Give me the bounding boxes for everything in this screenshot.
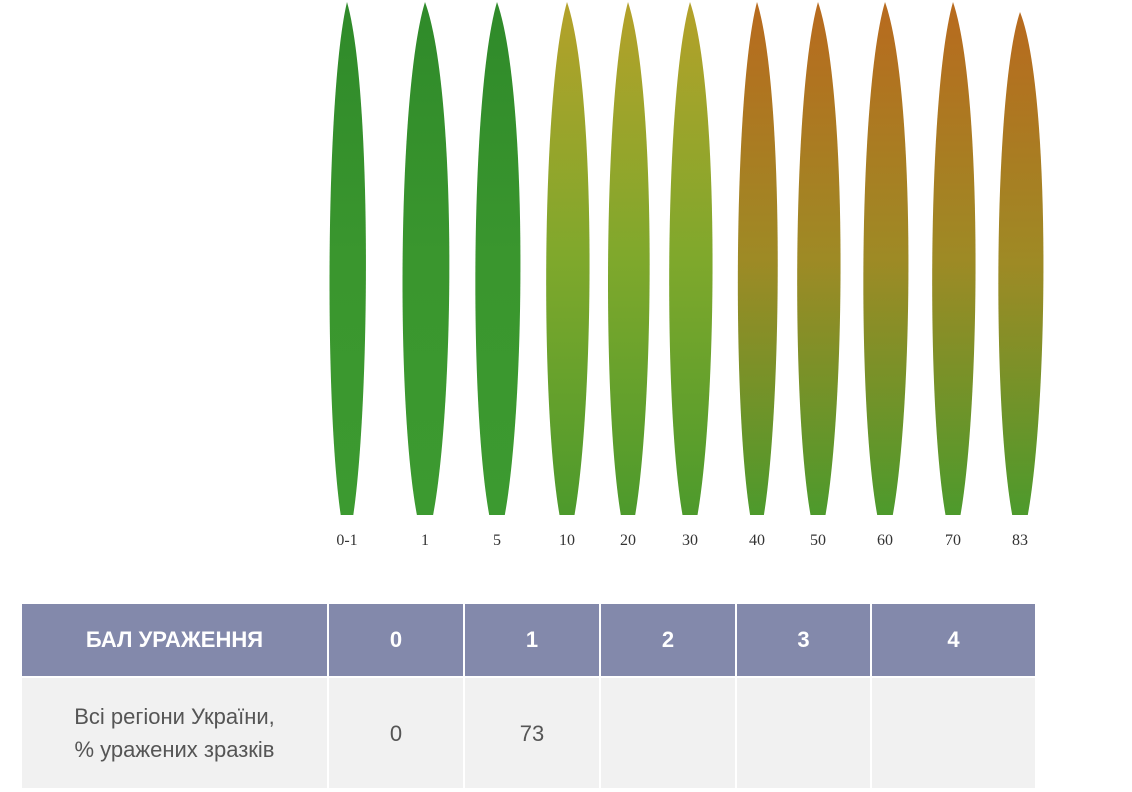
- leaf: [797, 2, 841, 515]
- header-cell: 3: [735, 602, 872, 678]
- leaf-label: 1: [421, 532, 429, 549]
- leaf: [998, 12, 1044, 515]
- table-cell: [870, 676, 1037, 790]
- leaf-label: 5: [493, 532, 501, 549]
- table-cell: 0: [327, 676, 465, 790]
- leaf-label: 40: [749, 532, 765, 549]
- leaf-label: 83: [1012, 532, 1028, 549]
- leaf: [475, 2, 521, 515]
- leaf: [669, 2, 713, 515]
- severity-table: БАЛ УРАЖЕННЯ 0 1 2 3 4 Всі регіони України, %…: [20, 602, 1037, 790]
- header-cell: 4: [870, 602, 1037, 678]
- table-cell: [735, 676, 872, 790]
- leaf-label: 10: [559, 532, 575, 549]
- leaf: [546, 2, 590, 515]
- table-cell: Всі регіони України, % уражених зразків: [20, 676, 329, 790]
- leaf: [402, 2, 450, 515]
- header-cell: 1: [463, 602, 601, 678]
- leaf-label: 0-1: [336, 532, 357, 549]
- header-cell: 0: [327, 602, 465, 678]
- data-row: Всі регіони України, % уражених зразків 0…: [20, 676, 1037, 790]
- leaf-label: 30: [682, 532, 698, 549]
- header-cell: 2: [599, 602, 737, 678]
- leaf-label: 50: [810, 532, 826, 549]
- leaf: [329, 2, 366, 515]
- leaf-label: 70: [945, 532, 961, 549]
- leaf: [863, 2, 909, 515]
- table-cell: [599, 676, 737, 790]
- header-row: БАЛ УРАЖЕННЯ 0 1 2 3 4: [20, 602, 1037, 678]
- header-cell: БАЛ УРАЖЕННЯ: [20, 602, 329, 678]
- leaf-label: 60: [877, 532, 893, 549]
- leaf-figure: 0-1 1 5 10 20 30 40 50 60 70 83: [329, 2, 1044, 549]
- leaf-label: 20: [620, 532, 636, 549]
- table-cell: 73: [463, 676, 601, 790]
- leaf: [737, 2, 778, 515]
- leaf: [608, 2, 650, 515]
- leaf: [932, 2, 976, 515]
